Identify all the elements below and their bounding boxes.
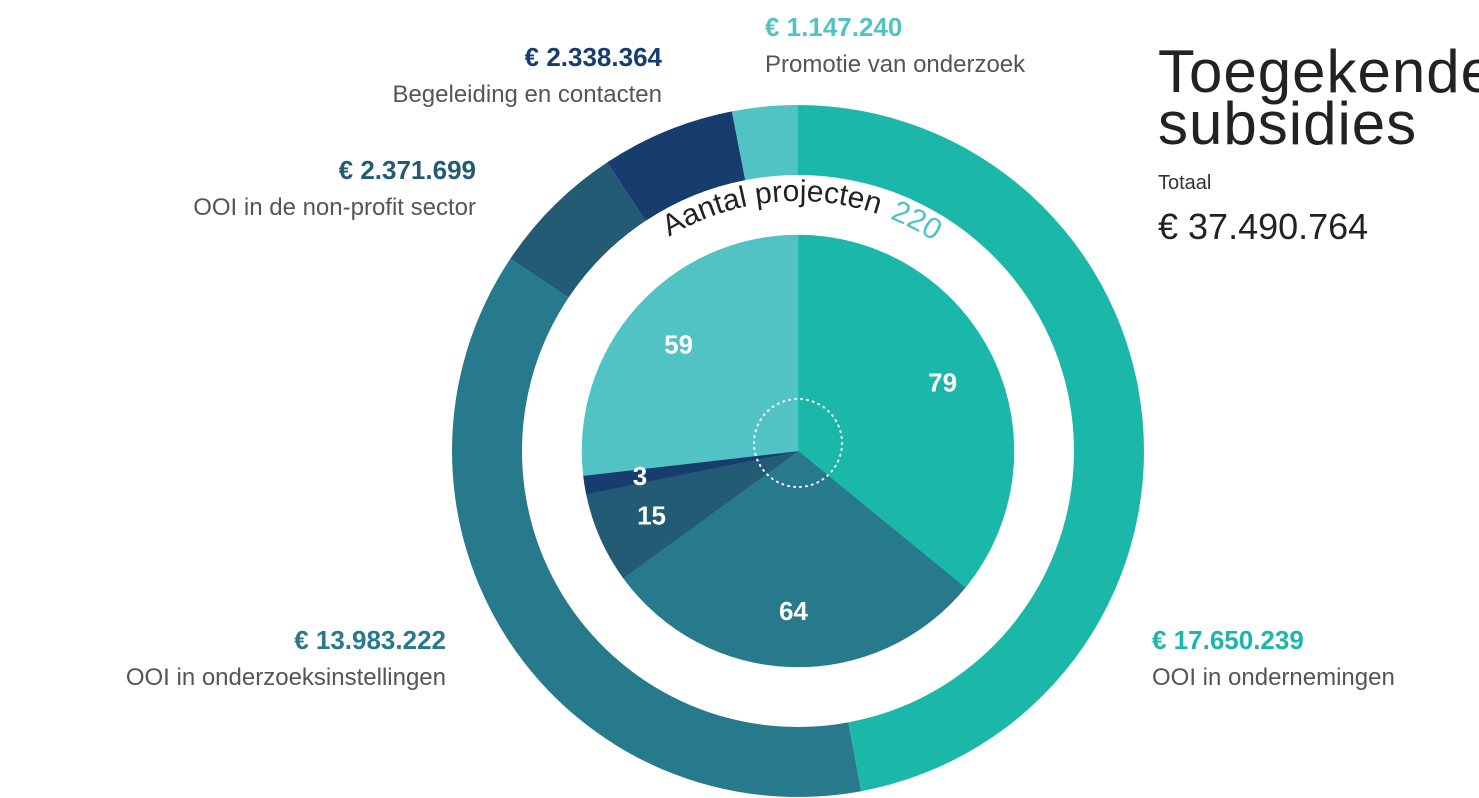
- pie-slice: [581, 234, 799, 476]
- slice-label: 79: [928, 367, 957, 397]
- donut-segment: [607, 111, 746, 221]
- category-label: OOI in onderzoeksinstellingen: [126, 664, 446, 691]
- slice-label: 3: [633, 461, 647, 491]
- category-label: Begeleiding en contacten: [392, 81, 662, 108]
- value-label: € 17.650.239: [1152, 625, 1304, 655]
- donut-segment: [731, 105, 798, 181]
- total: € 37.490.764: [1158, 206, 1369, 247]
- value-label: € 13.983.222: [294, 625, 446, 655]
- donut-segment: [798, 105, 1144, 792]
- center-ring: [753, 398, 843, 488]
- donut-segment: [510, 162, 646, 298]
- category-label: OOI in de non-profit sector: [193, 194, 476, 221]
- chart-title: Toegekende subsidies: [1158, 38, 1479, 157]
- value-label: € 2.371.699: [339, 155, 476, 185]
- value-label: € 1.147.240: [765, 12, 902, 42]
- slice-label: 64: [779, 596, 808, 626]
- slice-label: 59: [664, 330, 693, 360]
- donut-segment: [452, 258, 862, 797]
- category-label: OOI in ondernemingen: [1152, 664, 1395, 691]
- pie-slice: [797, 234, 1015, 589]
- pie-slice: [622, 450, 966, 668]
- slice-label: 15: [637, 500, 666, 530]
- value-label: € 2.338.364: [525, 42, 663, 72]
- total-caption: Totaal: [1158, 172, 1212, 194]
- category-label: Promotie van onderzoek: [765, 51, 1026, 78]
